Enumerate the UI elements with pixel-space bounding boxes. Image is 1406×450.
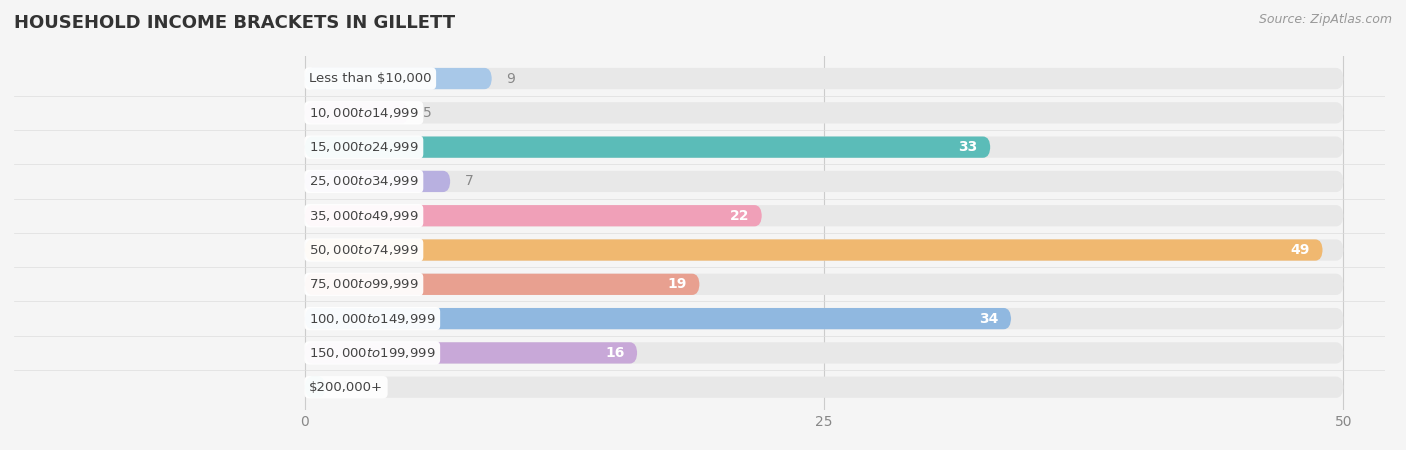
Text: Less than $10,000: Less than $10,000 — [309, 72, 432, 85]
FancyBboxPatch shape — [305, 308, 1343, 329]
FancyBboxPatch shape — [305, 239, 1323, 261]
Text: 16: 16 — [606, 346, 624, 360]
Text: 49: 49 — [1291, 243, 1310, 257]
Text: $100,000 to $149,999: $100,000 to $149,999 — [309, 311, 436, 326]
FancyBboxPatch shape — [305, 377, 1343, 398]
FancyBboxPatch shape — [305, 239, 1343, 261]
FancyBboxPatch shape — [305, 274, 1343, 295]
FancyBboxPatch shape — [305, 171, 450, 192]
Text: 7: 7 — [465, 175, 474, 189]
Text: $200,000+: $200,000+ — [309, 381, 382, 394]
Text: 5: 5 — [423, 106, 432, 120]
Text: 33: 33 — [959, 140, 977, 154]
FancyBboxPatch shape — [305, 342, 1343, 364]
Text: $150,000 to $199,999: $150,000 to $199,999 — [309, 346, 436, 360]
Text: Source: ZipAtlas.com: Source: ZipAtlas.com — [1258, 14, 1392, 27]
Text: HOUSEHOLD INCOME BRACKETS IN GILLETT: HOUSEHOLD INCOME BRACKETS IN GILLETT — [14, 14, 456, 32]
FancyBboxPatch shape — [305, 205, 1343, 226]
FancyBboxPatch shape — [305, 377, 326, 398]
Text: $10,000 to $14,999: $10,000 to $14,999 — [309, 106, 419, 120]
Text: 9: 9 — [506, 72, 515, 86]
FancyBboxPatch shape — [305, 205, 762, 226]
Text: $15,000 to $24,999: $15,000 to $24,999 — [309, 140, 419, 154]
Text: 19: 19 — [668, 277, 688, 291]
Text: $25,000 to $34,999: $25,000 to $34,999 — [309, 175, 419, 189]
FancyBboxPatch shape — [305, 136, 990, 158]
FancyBboxPatch shape — [305, 102, 1343, 123]
FancyBboxPatch shape — [305, 342, 637, 364]
FancyBboxPatch shape — [305, 308, 1011, 329]
FancyBboxPatch shape — [305, 171, 1343, 192]
Text: 1: 1 — [340, 380, 349, 394]
FancyBboxPatch shape — [305, 274, 700, 295]
Text: $35,000 to $49,999: $35,000 to $49,999 — [309, 209, 419, 223]
FancyBboxPatch shape — [305, 68, 1343, 89]
Text: $75,000 to $99,999: $75,000 to $99,999 — [309, 277, 419, 291]
FancyBboxPatch shape — [305, 136, 1343, 158]
FancyBboxPatch shape — [305, 102, 409, 123]
Text: $50,000 to $74,999: $50,000 to $74,999 — [309, 243, 419, 257]
Text: 34: 34 — [979, 311, 998, 326]
Text: 22: 22 — [730, 209, 749, 223]
FancyBboxPatch shape — [305, 68, 492, 89]
